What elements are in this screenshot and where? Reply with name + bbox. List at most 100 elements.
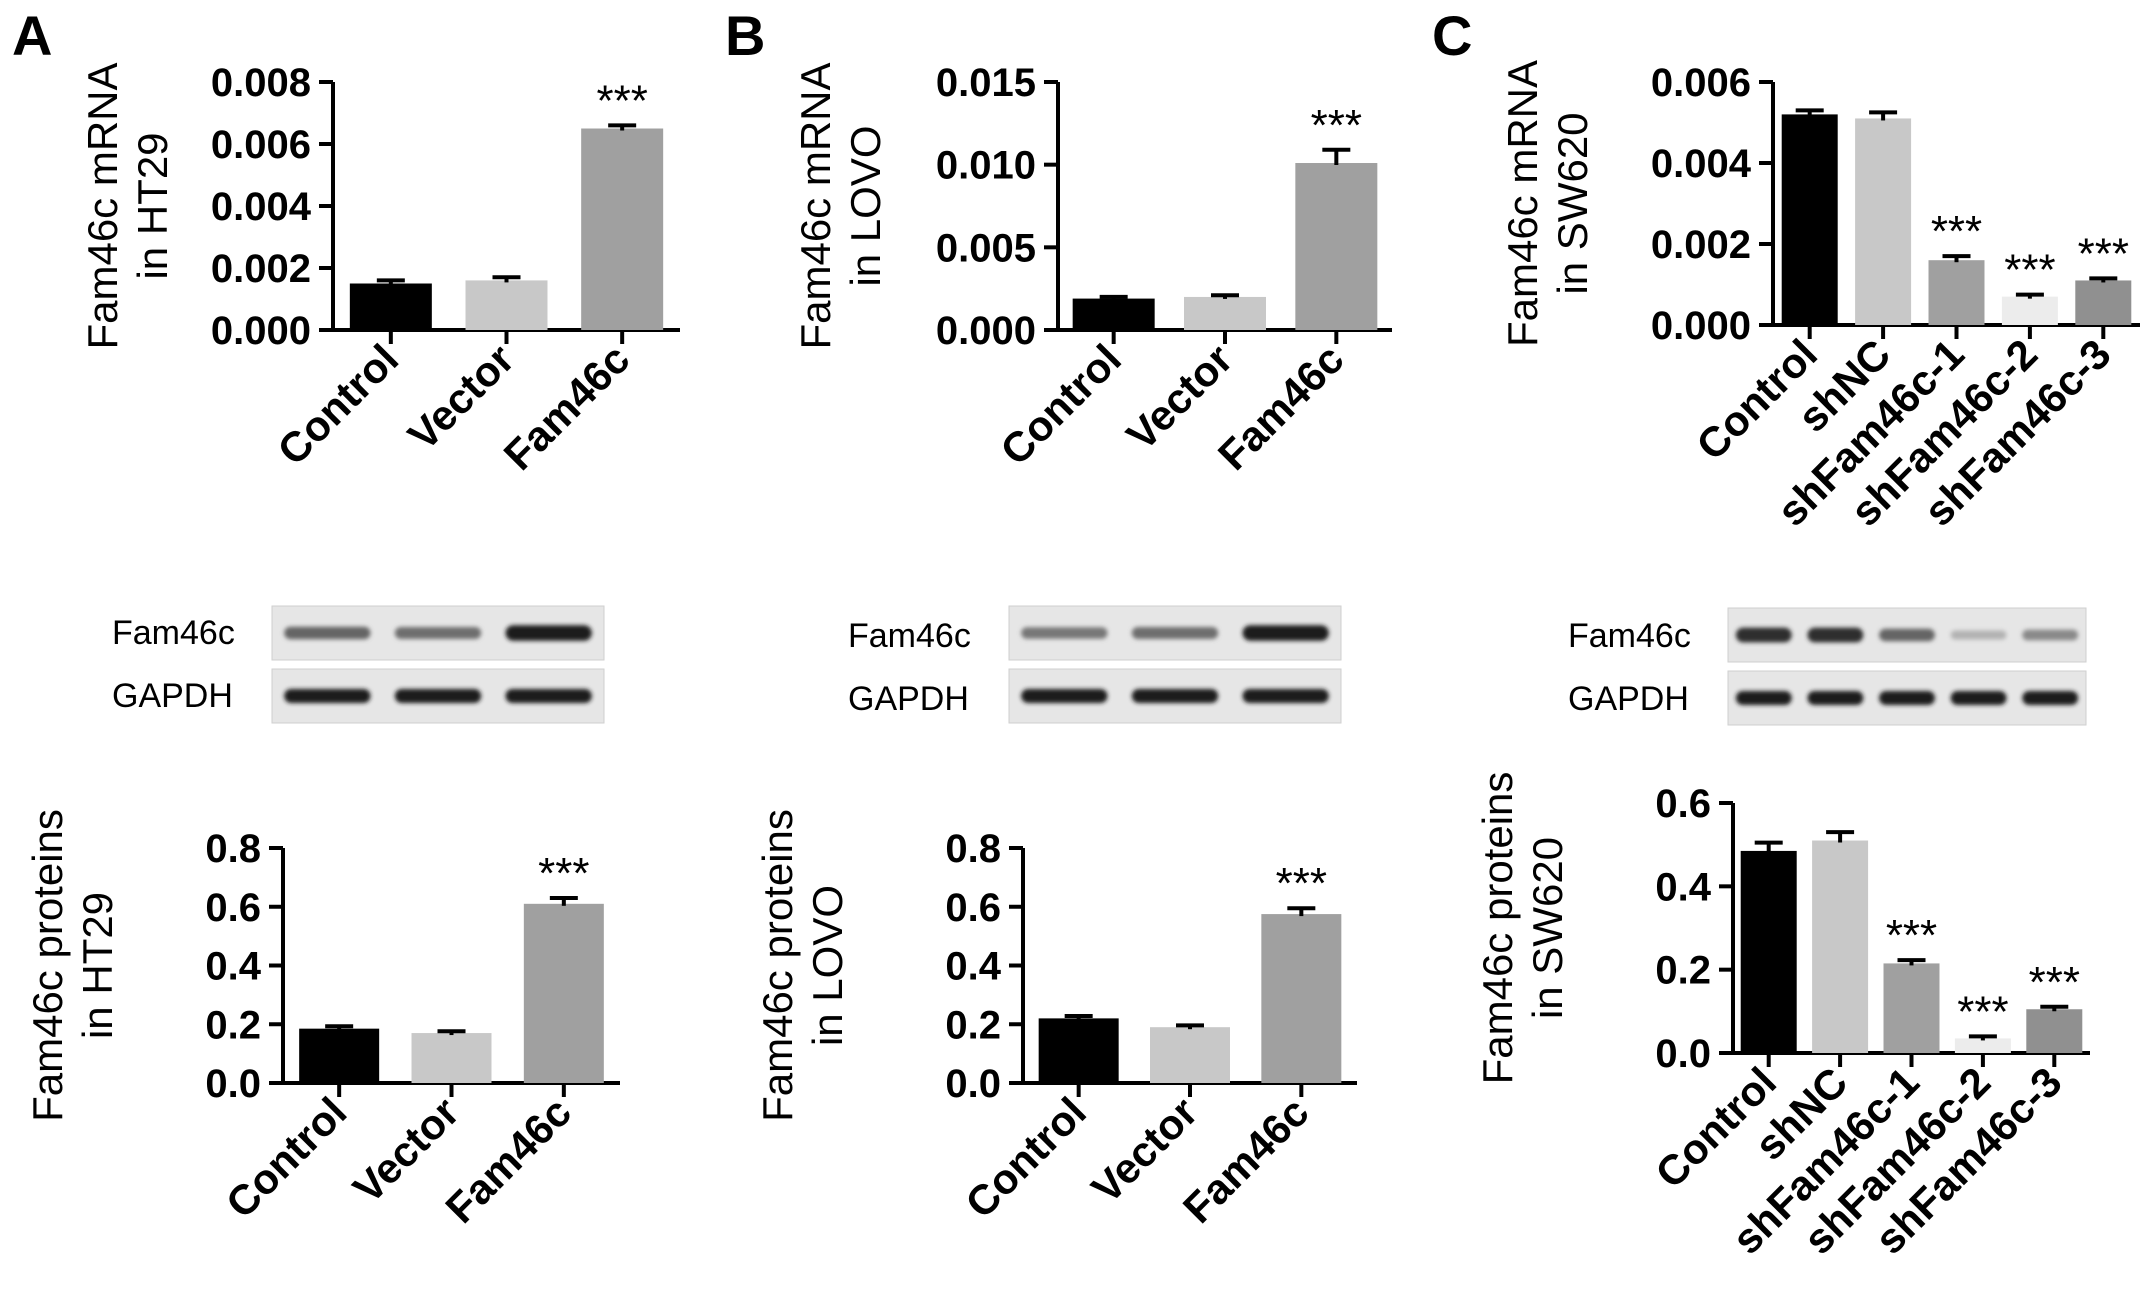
c-blot-gapdh-band xyxy=(1735,691,1792,705)
a-protein-bar xyxy=(299,1028,380,1083)
a-mrna-bar xyxy=(349,283,432,330)
blot-b-gapdh-label: GAPDH xyxy=(848,680,969,718)
a-blot-target-band xyxy=(284,626,371,640)
a-mrna-bar xyxy=(581,128,664,330)
panel-letter-c: C xyxy=(1432,4,1472,67)
b-mrna-y-tick-label: 0.000 xyxy=(936,309,1036,353)
c-blot-target-band xyxy=(1950,630,2007,640)
b-protein-y-tick-label: 0.0 xyxy=(945,1062,1001,1106)
a-protein-y-tick-label: 0.2 xyxy=(205,1003,261,1047)
a-protein-category-label: Fam46c xyxy=(436,1088,580,1232)
b-protein-y-tick-label: 0.6 xyxy=(945,886,1001,930)
b-mrna-y-label: in LOVO xyxy=(842,125,889,286)
b-protein-bar xyxy=(1150,1027,1230,1083)
blot-a-gapdh-label: GAPDH xyxy=(112,677,233,715)
a-protein-category-label: Control xyxy=(217,1088,356,1227)
a-protein-y-label: in HT29 xyxy=(74,892,121,1039)
b-mrna-bar xyxy=(1072,298,1155,330)
a-blot-gapdh-band xyxy=(505,689,592,703)
chart-a-protein: 0.0 0.2 0.4 0.6 0.8 Fam46c proteins in HT29 Con… xyxy=(24,809,620,1232)
c-protein-significance: *** xyxy=(2029,958,2080,1007)
c-mrna-bar xyxy=(1928,260,1985,325)
b-protein-bar xyxy=(1038,1018,1119,1083)
a-protein-y-tick-label: 0.6 xyxy=(205,886,261,930)
c-protein-bar xyxy=(1883,963,1940,1053)
a-mrna-category-label: Control xyxy=(268,335,407,474)
c-protein-y-tick-label: 0.0 xyxy=(1655,1032,1711,1076)
c-mrna-bar xyxy=(2075,280,2132,325)
b-blot-gapdh-band xyxy=(1021,689,1108,703)
c-protein-y-label: in SW620 xyxy=(1524,837,1571,1019)
c-mrna-y-label: Fam46c mRNA xyxy=(1499,60,1546,347)
b-protein-y-tick-label: 0.4 xyxy=(945,945,1001,989)
b-protein-bar xyxy=(1261,914,1342,1083)
c-protein-bar xyxy=(1812,840,1869,1053)
a-mrna-bar xyxy=(465,280,548,330)
a-protein-y-tick-label: 0.4 xyxy=(205,945,261,989)
a-mrna-category-label: Fam46c xyxy=(495,335,639,479)
c-protein-significance: *** xyxy=(1886,911,1937,960)
b-protein-y-tick-label: 0.8 xyxy=(945,827,1001,871)
a-protein-y-label: Fam46c proteins xyxy=(24,809,71,1122)
c-blot-gapdh-band xyxy=(2022,691,2079,705)
a-mrna-y-tick-label: 0.002 xyxy=(211,247,311,291)
b-blot-gapdh-band xyxy=(1242,689,1329,703)
c-mrna-bar xyxy=(1781,114,1838,326)
western-blot-a: Fam46c GAPDH xyxy=(112,605,605,724)
b-mrna-y-tick-label: 0.010 xyxy=(936,144,1036,188)
c-mrna-y-tick-label: 0.002 xyxy=(1651,223,1751,267)
blot-c-target-label: Fam46c xyxy=(1568,617,1691,655)
c-blot-target-band xyxy=(1735,627,1792,643)
chart-a-mrna: 0.000 0.002 0.004 0.006 0.008 Fam46c mRNA in H… xyxy=(79,61,680,479)
western-blot-b: Fam46c GAPDH xyxy=(848,605,1342,724)
c-protein-y-tick-label: 0.2 xyxy=(1655,949,1711,993)
c-mrna-bar xyxy=(2001,296,2058,325)
b-protein-category-label: Control xyxy=(956,1088,1095,1227)
b-blot-target-band xyxy=(1131,627,1219,639)
c-protein-bar xyxy=(1740,850,1797,1053)
b-protein-y-label: Fam46c proteins xyxy=(754,809,801,1122)
c-protein-significance: *** xyxy=(1957,987,2008,1036)
a-blot-gapdh-band xyxy=(284,689,371,703)
a-mrna-y-tick-label: 0.000 xyxy=(211,309,311,353)
a-protein-bar xyxy=(411,1033,492,1083)
a-protein-y-tick-label: 0.0 xyxy=(205,1062,261,1106)
a-mrna-y-label: in HT29 xyxy=(129,132,176,279)
b-mrna-bar xyxy=(1295,163,1378,330)
b-mrna-bar xyxy=(1184,296,1266,330)
c-blot-gapdh-band xyxy=(1807,691,1864,705)
a-mrna-significance: *** xyxy=(596,76,647,125)
c-protein-y-tick-label: 0.4 xyxy=(1655,865,1711,909)
c-mrna-y-tick-label: 0.004 xyxy=(1651,142,1752,186)
blot-c-gapdh-label: GAPDH xyxy=(1568,680,1689,718)
b-mrna-y-label: Fam46c mRNA xyxy=(792,62,839,349)
c-mrna-significance: *** xyxy=(2004,246,2055,295)
a-blot-gapdh-band xyxy=(394,689,482,703)
western-blot-c: Fam46c GAPDH xyxy=(1568,607,2087,726)
c-blot-gapdh-band xyxy=(1950,691,2007,705)
b-mrna-significance: *** xyxy=(1311,101,1362,150)
c-blot-target-band xyxy=(2022,629,2079,641)
c-protein-bar xyxy=(1954,1038,2011,1053)
b-protein-y-label: in LOVO xyxy=(804,885,851,1046)
chart-b-protein: 0.0 0.2 0.4 0.6 0.8 Fam46c proteins in LOVO Con… xyxy=(754,809,1357,1232)
a-mrna-y-label: Fam46c mRNA xyxy=(79,62,126,349)
c-protein-bar xyxy=(2026,1009,2083,1053)
b-protein-significance: *** xyxy=(1276,859,1327,908)
b-mrna-category-label: Control xyxy=(991,335,1130,474)
c-blot-target-band xyxy=(1879,628,1935,642)
c-blot-gapdh-band xyxy=(1879,691,1935,705)
blot-b-target-label: Fam46c xyxy=(848,617,971,655)
chart-b-mrna: 0.000 0.005 0.010 0.015 Fam46c mRNA in LOVO Co… xyxy=(792,61,1392,479)
c-mrna-y-tick-label: 0.000 xyxy=(1651,304,1751,348)
b-mrna-y-tick-label: 0.005 xyxy=(936,226,1036,270)
b-protein-category-label: Fam46c xyxy=(1174,1088,1318,1232)
c-mrna-y-label: in SW620 xyxy=(1549,112,1596,294)
a-protein-significance: *** xyxy=(538,849,589,898)
b-blot-target-band xyxy=(1021,627,1108,639)
c-protein-y-label: Fam46c proteins xyxy=(1474,772,1521,1085)
c-blot-target-band xyxy=(1807,627,1864,643)
blot-a-target-label: Fam46c xyxy=(112,614,235,652)
